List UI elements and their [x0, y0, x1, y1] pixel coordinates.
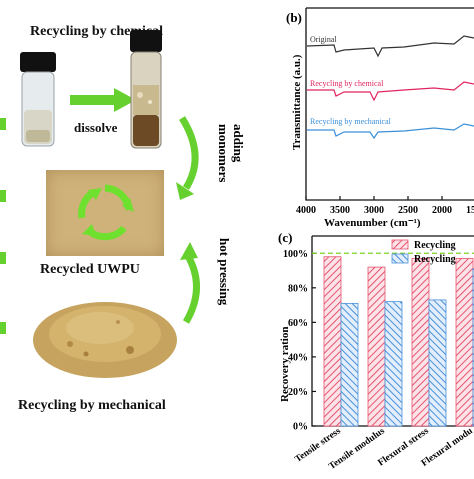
- bar-chemical: [367, 266, 386, 427]
- bar-ytick-label: 100%: [283, 249, 308, 260]
- legend-mechanical: Recycling by mechanical: [310, 117, 392, 126]
- panel-c-tag: (c): [278, 230, 292, 245]
- curved-arrow-up-icon: [176, 238, 208, 335]
- bar-ytick-label: 40%: [288, 352, 308, 363]
- arrow-right-icon: [70, 88, 136, 117]
- label-recycling-chemical: Recycling by chemical: [30, 24, 163, 39]
- edge-arrow-icon: [0, 118, 6, 130]
- ftir-xtick-label: 1500: [466, 205, 474, 216]
- schematic-panel: Recycling by chemical dissolve: [0, 24, 246, 413]
- ftir-xtick-label: 3500: [330, 205, 350, 216]
- edge-arrow-icon: [0, 252, 6, 264]
- curved-arrow-icon: [176, 112, 208, 205]
- edge-arrow-icon: [0, 190, 6, 202]
- vial-dissolved-image: [128, 30, 164, 150]
- ftir-curve-mechanical: [307, 123, 474, 140]
- bar-mechanical: [340, 302, 359, 427]
- vial-clear-image: [18, 52, 58, 148]
- recycle-icon: [74, 182, 136, 249]
- bar-chemical: [411, 258, 430, 427]
- edge-arrow-icon: [0, 322, 6, 334]
- legend-label-mechanical: Recycling: [414, 254, 456, 265]
- powder-image: [30, 292, 180, 385]
- ftir-xlabel: Wavenumber (cm⁻¹): [324, 217, 421, 229]
- ftir-xtick-label: 4000: [296, 205, 316, 216]
- ftir-curve-original: [306, 35, 474, 58]
- panel-b-tag: (b): [286, 10, 302, 25]
- label-hot-pressing: hot pressing: [217, 238, 232, 306]
- legend-label-chemical: Recycling: [414, 240, 456, 251]
- bar-chemical: [455, 258, 474, 427]
- ftir-xtick-label: 3000: [364, 205, 384, 216]
- label-dissolve: dissolve: [74, 120, 118, 135]
- panel-c: (c) Recovery ration 0% 20% 40% 60% 80% 100% T…: [274, 226, 474, 474]
- label-recycled-uwpu: Recycled UWPU: [40, 262, 140, 277]
- bar-mechanical: [428, 299, 447, 427]
- ftir-curve-chemical: [307, 81, 474, 102]
- bar-mechanical: [384, 301, 403, 427]
- legend-chemical: Recycling by chemical: [310, 79, 384, 88]
- ftir-xtick-label: 2500: [398, 205, 418, 216]
- panel-b: (b) Transmittance (a.u.) 4000 3500 3000 250…: [274, 0, 474, 230]
- legend-swatch-mechanical: [391, 253, 409, 264]
- label-adding-monomers: adding monomers: [216, 124, 246, 183]
- legend-original: Original: [310, 35, 337, 44]
- bar-chemical: [323, 256, 342, 427]
- ftir-ylabel: Transmittance (a.u.): [291, 54, 303, 150]
- legend-swatch-chemical: [391, 239, 409, 250]
- bar-ytick-label: 0%: [293, 422, 308, 433]
- label-recycling-mechanical: Recycling by mechanical: [18, 398, 166, 413]
- bar-ytick-label: 60%: [288, 318, 308, 329]
- bar-ytick-label: 20%: [288, 387, 308, 398]
- recycled-sheet-image: [46, 170, 164, 256]
- ftir-xtick-label: 2000: [432, 205, 452, 216]
- bar-ytick-label: 80%: [288, 283, 308, 294]
- bar-ylabel: Recovery ration: [279, 327, 291, 402]
